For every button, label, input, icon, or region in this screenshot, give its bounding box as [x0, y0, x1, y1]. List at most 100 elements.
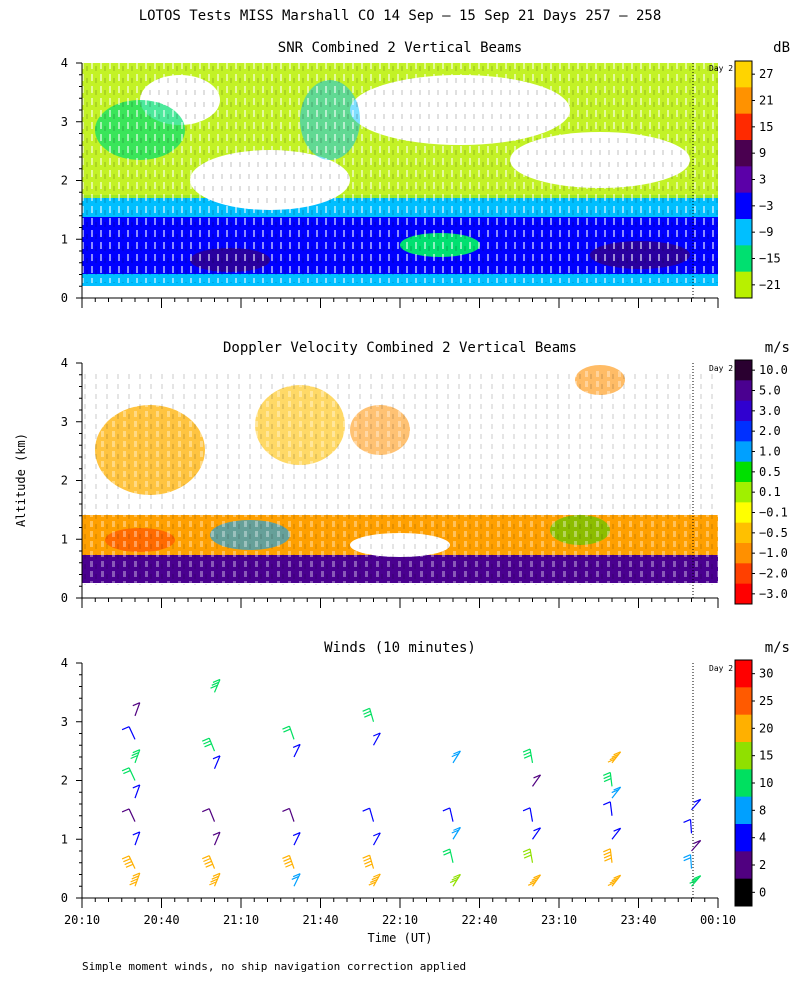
colorbar-swatch — [735, 563, 752, 585]
colorbar-swatch — [735, 769, 752, 798]
wind-barb — [691, 798, 702, 811]
x-tick-label: 21:10 — [223, 913, 259, 927]
x-tick-label: 22:10 — [382, 913, 418, 927]
wind-barb — [282, 807, 295, 822]
colorbar-label: 0.5 — [759, 465, 781, 479]
wind-barb — [522, 748, 534, 763]
wind-barb — [282, 725, 295, 740]
colorbar-swatch — [735, 660, 752, 688]
snr-colorbar: 27 21 15 9 3 −3 −9 −15 −21 dB — [734, 40, 790, 299]
wind-barb — [442, 848, 454, 863]
y-tick-label: 1 — [61, 232, 68, 246]
colorbar-swatch — [735, 742, 752, 770]
wind-barb — [202, 808, 216, 822]
y-tick-label: 0 — [61, 891, 68, 905]
wind-barb — [522, 848, 534, 863]
colorbar-label: −21 — [759, 278, 781, 292]
y-tick-label: 0 — [61, 291, 68, 305]
colorbar-label: 15 — [759, 120, 773, 134]
colorbar-label: 2 — [759, 858, 766, 872]
colorbar-frame — [734, 359, 753, 605]
colorbar-unit: m/s — [765, 640, 790, 656]
colorbar-swatch — [735, 271, 752, 299]
colorbar-label: −9 — [759, 225, 773, 239]
wind-barb — [691, 839, 702, 852]
wind-barb — [292, 743, 301, 758]
colorbar-label: 8 — [759, 803, 766, 817]
colorbar-label: 15 — [759, 749, 773, 763]
y-tick-label: 1 — [61, 532, 68, 546]
snr-texture — [82, 63, 718, 283]
colorbar-swatch — [735, 878, 752, 907]
colorbar-label: 27 — [759, 67, 773, 81]
colorbar-label: 10.0 — [759, 363, 788, 377]
colorbar-unit: m/s — [765, 340, 790, 356]
snr-panel: SNR Combined 2 Vertical Beams Day 2 0 1 2 3… — [61, 40, 790, 308]
y-tick-label: 3 — [61, 115, 68, 129]
colorbar-swatch — [735, 219, 752, 246]
colorbar-swatch — [735, 522, 752, 544]
winds-panel-title: Winds (10 minutes) — [324, 640, 476, 656]
colorbar-unit: dB — [773, 40, 790, 56]
wind-barb — [603, 848, 613, 863]
y-tick-label: 3 — [61, 415, 68, 429]
y-tick-label: 4 — [61, 56, 68, 70]
wind-barb — [449, 873, 461, 887]
wind-barb — [362, 707, 375, 722]
doppler-day-marker-label: Day 2 — [709, 364, 733, 373]
colorbar-swatch — [735, 502, 752, 524]
snr-axes: 0 1 2 3 4 — [61, 56, 719, 308]
colorbar-swatch — [735, 360, 752, 381]
wind-barb — [522, 807, 534, 822]
wind-barb — [132, 831, 141, 846]
colorbar-label: 3.0 — [759, 404, 781, 418]
colorbar-swatch — [735, 482, 752, 503]
colorbar-label: 5.0 — [759, 384, 781, 398]
wind-barb — [451, 826, 461, 840]
colorbar-swatch — [735, 166, 752, 194]
y-axis-label: Altitude (km) — [14, 433, 28, 527]
colorbar-swatch — [735, 796, 752, 825]
wind-barb — [202, 855, 216, 869]
x-tick-label: 21:40 — [302, 913, 338, 927]
colorbar-label: 30 — [759, 667, 773, 681]
wind-barb — [532, 774, 542, 787]
colorbar-label: 21 — [759, 94, 773, 108]
wind-barb — [683, 854, 693, 869]
y-tick-label: 2 — [61, 774, 68, 788]
wind-barb — [291, 873, 301, 887]
colorbar-label: −3.0 — [759, 587, 788, 601]
y-tick-label: 1 — [61, 832, 68, 846]
wind-barb — [607, 874, 622, 887]
colorbar-label: 10 — [759, 776, 773, 790]
x-tick-label: 20:10 — [64, 913, 100, 927]
colorbar-label: −1.0 — [759, 546, 788, 560]
wind-barb — [212, 755, 221, 769]
wind-barb — [121, 855, 136, 869]
y-tick-label: 0 — [61, 591, 68, 605]
colorbar-label: 9 — [759, 146, 766, 160]
colorbar-swatch — [735, 61, 752, 88]
colorbar-swatch — [735, 380, 752, 402]
colorbar-label: 0 — [759, 885, 766, 899]
doppler-panel: Doppler Velocity Combined 2 Vertical Bea… — [61, 340, 790, 608]
wind-barb — [362, 854, 375, 869]
wind-barb — [121, 767, 136, 781]
colorbar-swatch — [735, 192, 752, 220]
colorbar-label: 25 — [759, 694, 773, 708]
y-tick-label: 4 — [61, 356, 68, 370]
doppler-axes: 0 1 2 3 4 — [61, 356, 719, 608]
wind-barb — [132, 784, 141, 799]
y-tick-label: 3 — [61, 715, 68, 729]
wind-barb — [603, 801, 613, 816]
wind-barb — [130, 749, 141, 764]
y-tick-label: 2 — [61, 174, 68, 188]
footnote: Simple moment winds, no ship navigation … — [82, 960, 466, 973]
colorbar-label: 3 — [759, 173, 766, 187]
wind-barb — [689, 875, 702, 887]
colorbar-label: −0.1 — [759, 506, 788, 520]
winds-panel: Winds (10 minutes) Day 2 0 1 2 3 4 20:10 20:40… — [61, 640, 790, 927]
wind-barb — [527, 874, 542, 887]
colorbar-swatch — [735, 687, 752, 716]
